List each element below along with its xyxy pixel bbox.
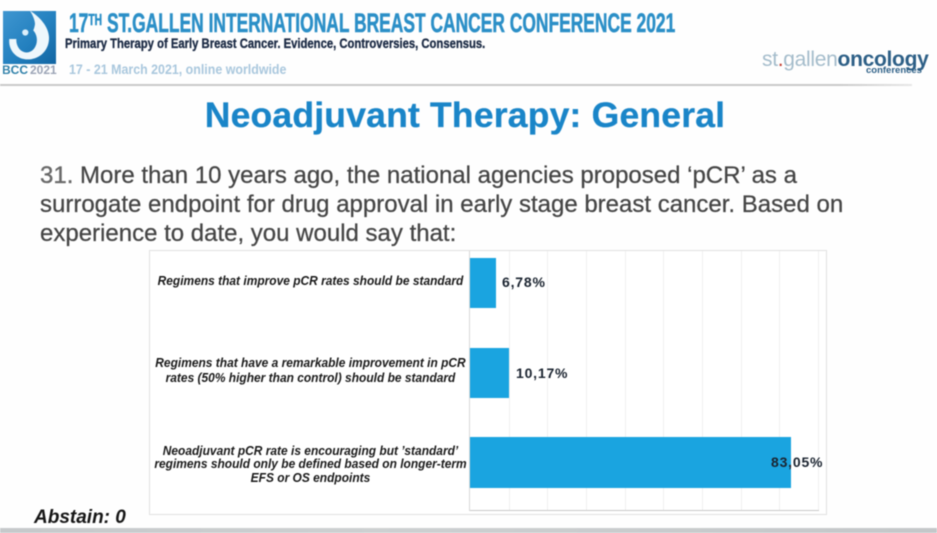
- svg-text:BCC: BCC: [3, 63, 28, 77]
- svg-text:2021: 2021: [30, 63, 57, 77]
